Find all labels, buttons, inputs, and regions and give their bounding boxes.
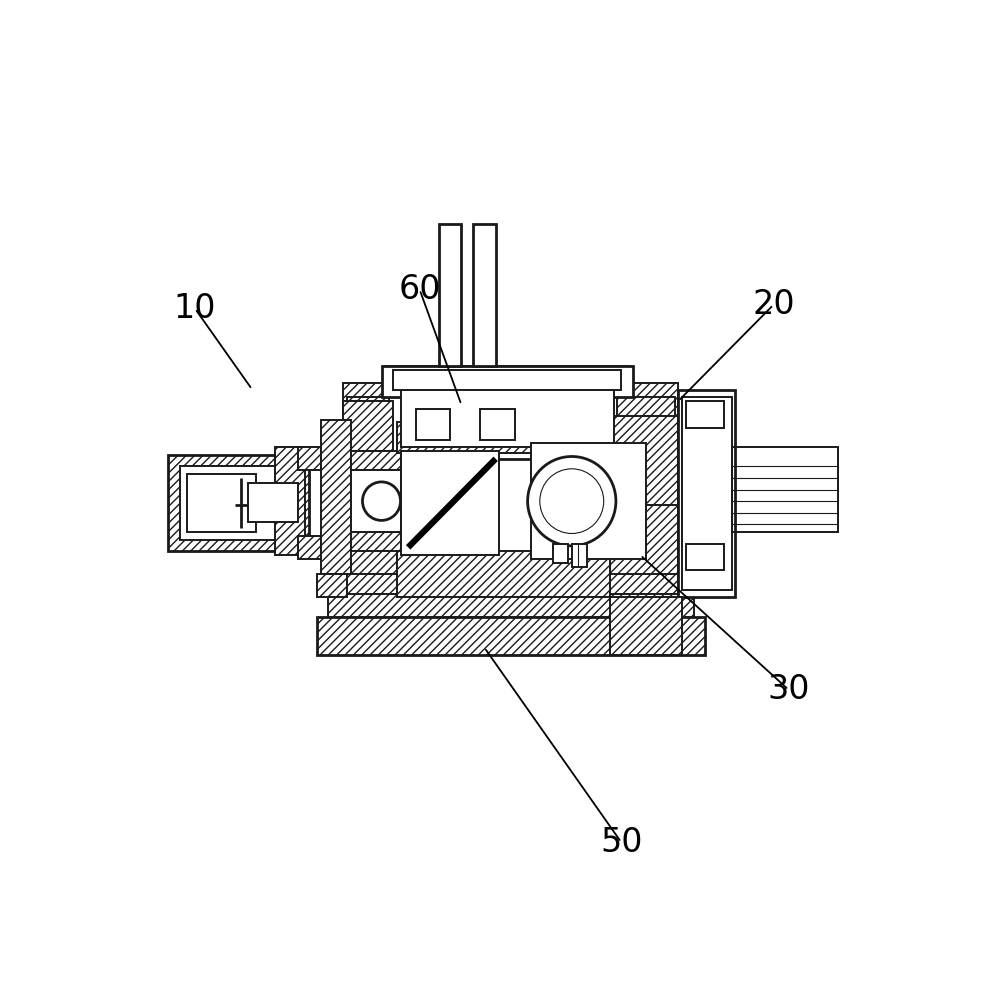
Bar [344, 597, 679, 620]
Bar [572, 544, 587, 567]
Text: 30: 30 [767, 673, 810, 706]
Bar [381, 366, 632, 397]
Bar [352, 451, 401, 470]
Bar [401, 451, 500, 555]
Bar [298, 536, 320, 559]
Bar [397, 551, 610, 597]
Bar [679, 389, 736, 597]
Bar [352, 470, 401, 532]
Bar [685, 544, 724, 570]
Bar [531, 443, 645, 559]
Bar [352, 532, 401, 551]
Bar [344, 383, 679, 422]
Bar [480, 409, 515, 440]
Text: 50: 50 [600, 826, 642, 859]
Bar [685, 401, 724, 428]
Bar [180, 466, 298, 540]
Bar [317, 617, 705, 655]
Bar [344, 420, 397, 597]
Text: 60: 60 [399, 273, 441, 306]
Bar [610, 416, 679, 505]
Bar [682, 397, 732, 590]
Bar [553, 544, 568, 563]
Bar [344, 401, 393, 451]
Bar [397, 422, 610, 453]
Text: 20: 20 [752, 288, 794, 321]
Bar [397, 436, 610, 574]
Bar [344, 574, 679, 597]
Bar [344, 620, 679, 651]
Bar [610, 597, 682, 655]
Text: 10: 10 [174, 292, 216, 325]
Bar [298, 447, 320, 470]
Bar [248, 483, 298, 522]
Bar [393, 370, 622, 389]
Circle shape [362, 482, 401, 520]
Bar [275, 447, 305, 555]
Bar [328, 594, 693, 617]
Bar [732, 447, 838, 532]
Bar [320, 420, 352, 574]
Bar [610, 474, 679, 597]
Bar [618, 397, 675, 420]
Bar [439, 224, 462, 366]
Bar [348, 397, 389, 420]
Bar [188, 474, 256, 532]
Circle shape [540, 469, 604, 533]
Bar [385, 366, 628, 459]
Bar [317, 574, 348, 597]
Bar [415, 409, 450, 440]
Bar [401, 378, 614, 447]
Circle shape [527, 456, 616, 546]
Bar [473, 224, 496, 366]
Bar [169, 455, 309, 551]
